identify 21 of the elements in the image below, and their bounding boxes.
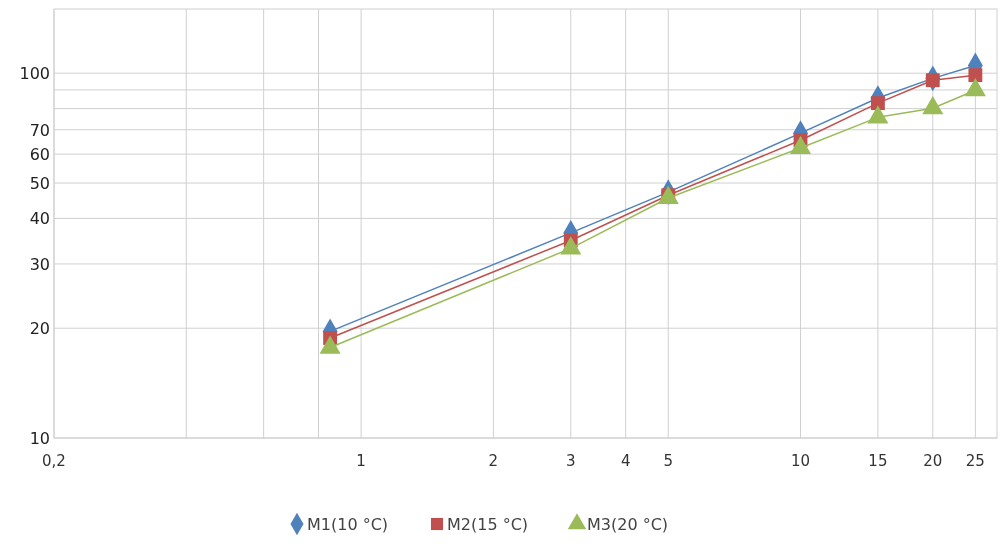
x-tick-label: 15: [868, 452, 888, 470]
y-tick-label: 50: [29, 174, 50, 194]
legend-label: M3(20 °C): [587, 515, 669, 534]
x-tick-label: 2: [488, 452, 499, 470]
legend-label: M1(10 °C): [307, 515, 389, 534]
x-tick-label: 20: [923, 452, 943, 470]
y-tick-label: 100: [19, 64, 50, 84]
x-tick-label: 0,2: [42, 452, 66, 470]
legend-label: M2(15 °C): [447, 515, 529, 534]
y-tick-label: 60: [29, 145, 50, 165]
x-tick-label: 10: [790, 452, 811, 470]
x-tick-label: 5: [663, 452, 674, 470]
x-tick-label: 4: [620, 452, 631, 470]
y-tick-label: 40: [29, 209, 50, 229]
y-tick-label: 20: [29, 319, 50, 339]
x-tick-label: 3: [566, 452, 576, 470]
y-tick-label: 10: [29, 429, 50, 448]
y-tick-label: 30: [29, 254, 50, 274]
x-tick-label: 1: [356, 452, 366, 470]
y-tick-label: 70: [29, 120, 50, 140]
x-tick-label: 25: [965, 452, 985, 470]
